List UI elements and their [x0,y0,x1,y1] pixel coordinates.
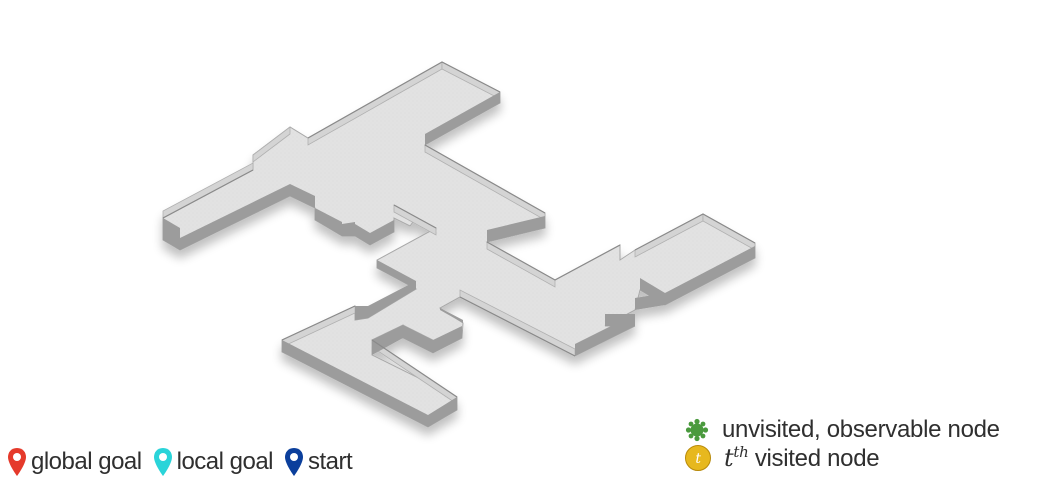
legend-visited-label: tth visited node [724,443,880,473]
map-pin-icon [285,448,304,476]
legend-visited: t tth visited node [684,443,880,473]
wall-edges [162,61,756,398]
map-pin-icon [153,448,172,476]
pin-legend: global goal local goal start [6,446,362,478]
visited-prefix: t [724,444,734,472]
legend-start: start [283,447,353,477]
legend-unvisited-label: unvisited, observable node [722,416,1000,443]
map-pin-icon [8,448,26,476]
visited-suffix: visited node [748,445,880,472]
legend-global-goal: global goal [6,447,142,477]
node-legend: unvisited, observable node t tth visited… [684,416,1000,472]
visited-node-marker: t [695,451,701,467]
wall-faces [163,92,755,427]
legend-start-label: start [308,448,353,475]
numbered-node-icon: t [685,445,711,471]
legend-global-goal-label: global goal [31,448,142,475]
visited-superscript: th [733,443,749,461]
legend-local-goal: local goal [152,447,274,477]
gear-node-icon [685,418,709,442]
floor-plan [162,61,756,428]
legend-local-goal-label: local goal [176,448,274,475]
legend-unvisited: unvisited, observable node [684,416,1000,444]
